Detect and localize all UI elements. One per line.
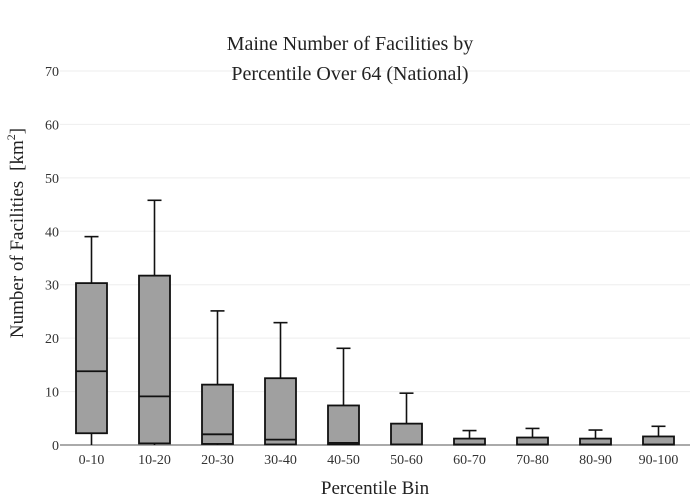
y-axis-label-main: Number of Facilities [7,181,28,338]
box-body [138,274,171,445]
box-70-80 [516,427,549,446]
y-axis-label-unit-close: ] [7,128,28,134]
y-axis-ticks: 0 10 20 30 40 50 60 70 [45,65,59,454]
y-axis-label-unit-superscript: 2 [4,134,18,140]
box-series [75,199,675,446]
box-body [642,435,675,446]
y-tick-label: 40 [45,225,59,240]
x-tick-label: 10-20 [138,453,171,468]
y-tick-label: 0 [52,439,59,454]
box-body [75,282,108,435]
box-20-30 [201,310,234,445]
x-axis-ticks: 0-10 10-20 20-30 30-40 40-50 50-60 60-70 70-80 8… [79,453,679,468]
x-tick-label: 60-70 [453,453,486,468]
x-tick-label: 20-30 [201,453,234,468]
chart-title-line-1: Maine Number of Facilities by [227,33,474,55]
y-axis-label-unit: [km [7,140,28,171]
y-tick-label: 30 [45,279,59,294]
box-90-100 [642,425,675,446]
box-0-10 [75,235,108,445]
x-tick-label: 90-100 [639,453,679,468]
x-tick-label: 70-80 [516,453,549,468]
x-tick-label: 0-10 [79,453,105,468]
x-tick-label: 40-50 [327,453,360,468]
x-tick-label: 80-90 [579,453,612,468]
box-body [264,377,297,446]
x-tick-label: 50-60 [390,453,423,468]
box-80-90 [579,429,612,446]
x-axis-label: Percentile Bin [321,478,430,499]
box-30-40 [264,321,297,446]
box-body [327,404,360,446]
box-60-70 [453,429,486,446]
y-tick-label: 50 [45,172,59,187]
box-10-20 [138,199,171,445]
box-40-50 [327,347,360,446]
x-tick-label: 30-40 [264,453,297,468]
y-tick-label: 10 [45,386,59,401]
box-50-60 [390,392,423,446]
y-tick-label: 20 [45,332,59,347]
box-body [390,422,423,446]
y-axis-label: Number of Facilities [km2] [4,128,28,338]
y-tick-label: 60 [45,118,59,133]
y-tick-label: 70 [45,65,59,80]
chart-title-line-2: Percentile Over 64 (National) [231,63,468,85]
